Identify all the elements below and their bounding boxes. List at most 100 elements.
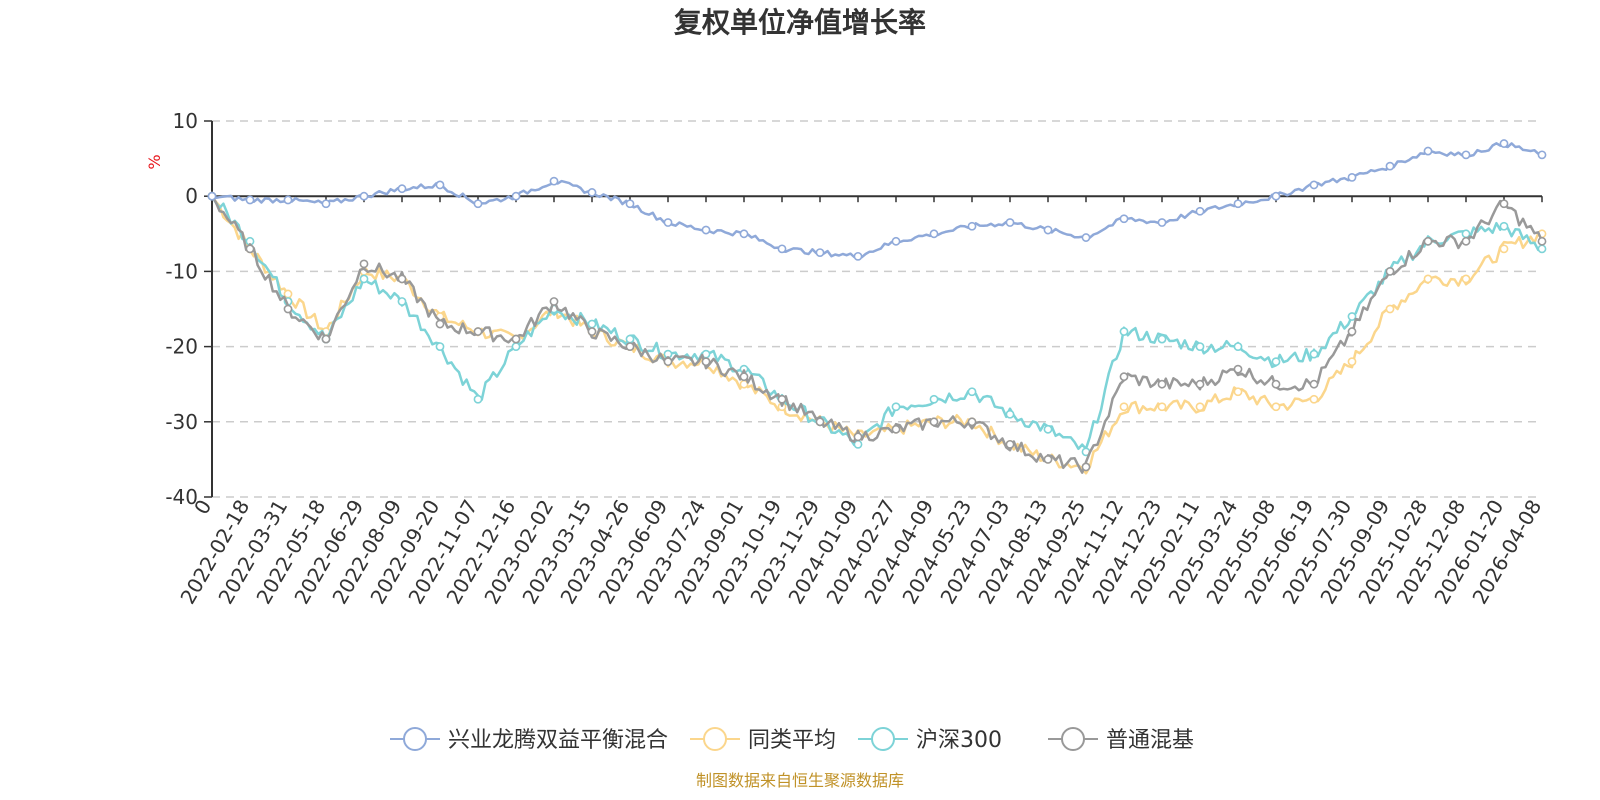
grid-lines (212, 120, 1542, 498)
data-point (701, 225, 711, 235)
data-point (1081, 462, 1091, 472)
data-point (663, 357, 673, 367)
data-point (815, 248, 825, 257)
data-point (967, 417, 977, 427)
data-point (1119, 402, 1129, 412)
series-group (207, 191, 1547, 457)
data-point (1385, 161, 1395, 171)
data-point (1157, 402, 1167, 412)
data-point (1499, 221, 1509, 231)
data-point (891, 236, 901, 246)
series-line (210, 195, 1543, 451)
data-point (1309, 394, 1319, 404)
series-line (210, 195, 1544, 474)
data-point (245, 244, 255, 254)
data-point (1461, 274, 1471, 284)
legend-item[interactable]: 沪深300 (858, 727, 1002, 753)
data-point (1119, 214, 1129, 224)
data-point (549, 297, 559, 306)
data-point (625, 199, 635, 209)
data-point (435, 180, 445, 190)
data-point (1309, 379, 1319, 389)
legend-item[interactable]: 普通混基 (1048, 727, 1194, 753)
legend-label: 同类平均 (748, 728, 836, 753)
data-point (1157, 379, 1167, 389)
legend-label: 普通混基 (1106, 728, 1194, 753)
data-point (891, 424, 901, 434)
data-point (1233, 364, 1243, 374)
data-point (1157, 218, 1167, 227)
legend-item[interactable]: 同类平均 (690, 727, 836, 753)
data-point (1537, 150, 1547, 160)
data-point (1005, 409, 1015, 419)
data-point (739, 229, 749, 239)
data-point (1423, 146, 1433, 156)
y-tick-label: -40 (165, 485, 198, 509)
data-point (1043, 454, 1053, 464)
data-point (1347, 327, 1357, 336)
data-point (435, 342, 445, 351)
data-point (1423, 236, 1433, 246)
data-point (587, 188, 597, 197)
data-point (1043, 225, 1053, 235)
series-lines (207, 139, 1547, 475)
legend-item[interactable]: 兴业龙腾双益平衡混合 (390, 727, 668, 753)
data-point (1537, 244, 1547, 254)
data-point (929, 417, 939, 427)
data-point (1271, 357, 1281, 367)
data-point (815, 417, 825, 427)
y-tick-label: -30 (165, 410, 198, 434)
y-tick-label: -20 (165, 335, 198, 359)
data-point (663, 218, 673, 227)
data-point (1195, 379, 1205, 389)
series-line (210, 195, 1543, 475)
data-point (1347, 312, 1357, 321)
data-point (1195, 206, 1205, 216)
data-point (1271, 402, 1281, 412)
data-point (1119, 372, 1129, 382)
legend-marker (403, 727, 427, 751)
series-group (207, 191, 1547, 475)
y-tick-label: 0 (185, 184, 198, 208)
data-point (1271, 191, 1281, 201)
data-point (1347, 357, 1357, 367)
data-point (739, 372, 749, 382)
data-point (1309, 349, 1319, 359)
data-point (587, 319, 597, 329)
data-point (1233, 387, 1243, 397)
data-point (1233, 342, 1243, 351)
data-point (283, 195, 293, 205)
data-point (435, 319, 445, 329)
legend-marker (703, 727, 727, 751)
series-group (207, 139, 1547, 261)
data-point (967, 387, 977, 397)
legend[interactable]: 兴业龙腾双益平衡混合 同类平均 沪深300 普通混基 (390, 727, 1194, 753)
legend-label: 兴业龙腾双益平衡混合 (448, 728, 668, 753)
data-point (1081, 233, 1091, 242)
chart-title: 复权单位净值增长率 (674, 6, 926, 39)
data-point (1499, 244, 1509, 254)
data-point (207, 191, 217, 201)
y-tick-label: -10 (165, 259, 198, 283)
data-point (283, 304, 293, 314)
data-point (359, 191, 369, 201)
legend-marker (1061, 727, 1085, 751)
data-point (625, 334, 635, 344)
data-point (853, 432, 863, 442)
data-point (1005, 218, 1015, 227)
data-point (1195, 342, 1205, 351)
data-point (321, 199, 331, 209)
data-point (1385, 304, 1395, 314)
legend-label: 沪深300 (916, 728, 1002, 753)
series-line (211, 142, 1543, 260)
data-point (587, 327, 597, 336)
data-point (1537, 236, 1547, 246)
data-point (397, 184, 407, 194)
data-point (1119, 327, 1129, 336)
y-axis-ticks: 10 0 -10 -20 -30 -40 (165, 109, 212, 509)
data-point (511, 191, 521, 201)
legend-marker (871, 727, 895, 751)
data-point (625, 342, 635, 351)
data-point (929, 229, 939, 239)
